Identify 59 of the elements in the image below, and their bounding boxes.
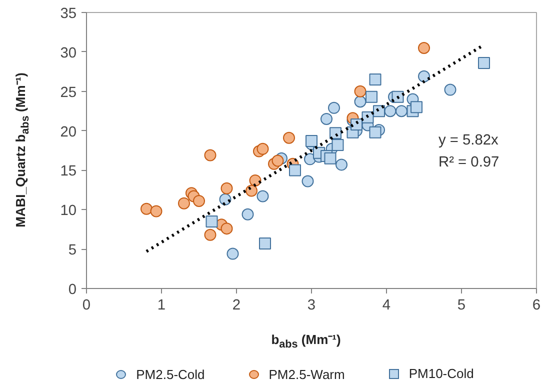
y-tick-label: 20 bbox=[60, 124, 77, 140]
y-tick-label: 5 bbox=[68, 242, 77, 259]
legend-label: PM2.5-Cold bbox=[136, 366, 205, 384]
y-tick-label: 30 bbox=[60, 45, 77, 62]
y-tick-label: 35 bbox=[60, 6, 77, 22]
y-tick-label: 25 bbox=[60, 84, 77, 101]
x-tick-label: 4 bbox=[382, 298, 391, 314]
point bbox=[289, 164, 301, 176]
point bbox=[306, 135, 318, 148]
point bbox=[193, 194, 205, 207]
point bbox=[320, 112, 332, 125]
x-tick-label: 1 bbox=[157, 298, 166, 314]
point bbox=[259, 238, 271, 250]
x-tick-label: 6 bbox=[532, 298, 541, 314]
point bbox=[478, 56, 490, 69]
legend-label: PM10-Cold bbox=[408, 365, 474, 383]
x-tick-label: 5 bbox=[457, 298, 466, 314]
point bbox=[410, 101, 422, 114]
point bbox=[354, 96, 366, 108]
point bbox=[204, 228, 216, 241]
point bbox=[150, 205, 162, 218]
point bbox=[256, 190, 269, 202]
point bbox=[336, 158, 348, 171]
legend-label: PM2.5-Warm bbox=[268, 366, 345, 384]
point bbox=[302, 175, 314, 188]
point bbox=[354, 85, 366, 98]
point bbox=[444, 84, 456, 96]
point bbox=[328, 102, 340, 114]
point bbox=[324, 152, 336, 164]
point bbox=[226, 248, 239, 260]
point bbox=[272, 154, 284, 167]
point bbox=[366, 90, 378, 103]
point bbox=[283, 132, 295, 144]
point bbox=[369, 74, 382, 86]
annotation: R² = 0.97 bbox=[438, 154, 500, 170]
point bbox=[418, 70, 430, 82]
y-tick-label: 0 bbox=[68, 282, 77, 298]
y-tick-label: 10 bbox=[60, 203, 77, 220]
point bbox=[140, 202, 152, 215]
point bbox=[256, 142, 269, 155]
point bbox=[330, 127, 342, 140]
point bbox=[206, 215, 218, 228]
point bbox=[220, 182, 233, 194]
point bbox=[369, 126, 382, 138]
point bbox=[220, 222, 233, 235]
x-tick-label: 0 bbox=[82, 298, 91, 314]
point bbox=[178, 197, 190, 210]
point bbox=[242, 208, 254, 220]
x-axis-title: b$_{abs}$ (Mm⁻¹) bbox=[271, 331, 341, 353]
annotation: y = 5.82x bbox=[438, 132, 500, 148]
point bbox=[204, 149, 216, 162]
point bbox=[396, 105, 408, 118]
y-tick-label: 15 bbox=[60, 164, 77, 180]
x-tick-label: 2 bbox=[232, 298, 241, 314]
point bbox=[418, 42, 430, 54]
point bbox=[246, 184, 258, 197]
point bbox=[332, 138, 344, 151]
x-tick-label: 3 bbox=[307, 298, 316, 314]
point bbox=[384, 105, 396, 118]
